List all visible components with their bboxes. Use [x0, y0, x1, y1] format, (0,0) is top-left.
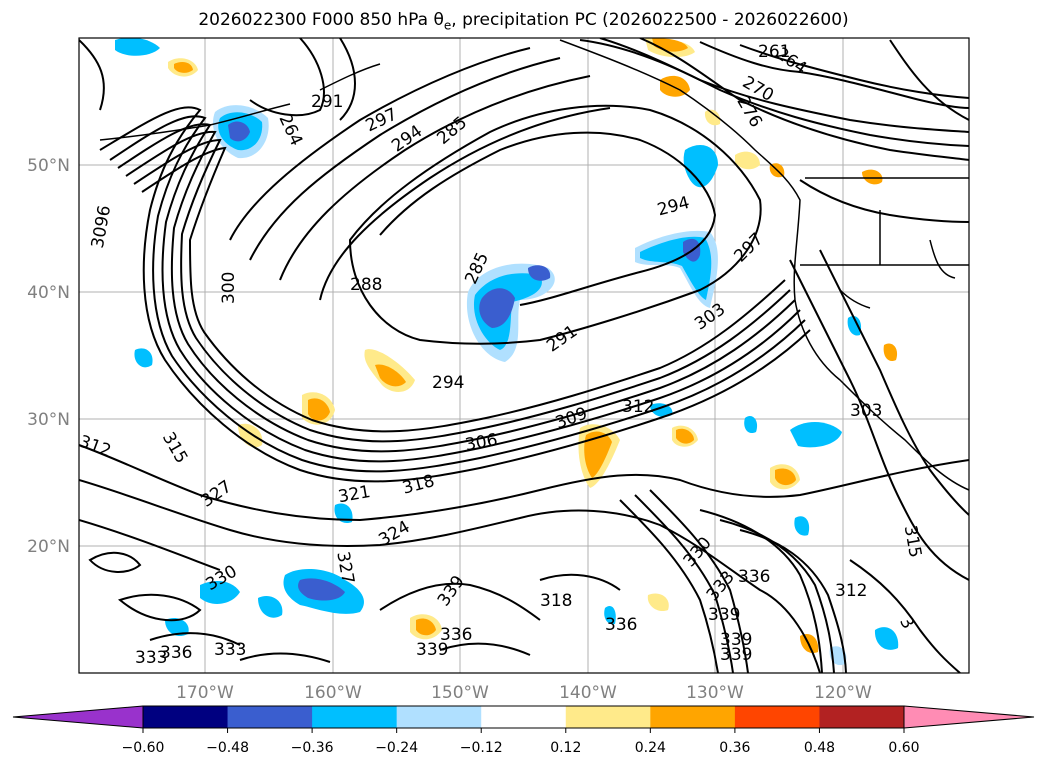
colorbar-cell — [565, 706, 651, 728]
precip-negative-areas — [115, 38, 899, 666]
colorbar-cell — [396, 706, 482, 728]
colorbar-tick-label: 0.60 — [888, 740, 919, 756]
contour-label: 303 — [850, 401, 882, 421]
colorbar-tick-label: 0.24 — [635, 740, 666, 756]
map-plot-area — [79, 38, 969, 673]
colorbar-cell — [481, 706, 567, 728]
colorbar-left-extension-outline — [12, 705, 144, 729]
map-frame — [78, 37, 970, 674]
colorbar-tick-label: 0.36 — [719, 740, 750, 756]
colorbar-cell — [143, 706, 229, 728]
contour-label: 333 — [214, 640, 246, 660]
lat-label-20n: 20°N — [27, 537, 70, 557]
colorbar-cell — [819, 706, 905, 728]
contour-label: 336 — [738, 567, 770, 587]
contour-label: 288 — [350, 275, 382, 295]
colorbar-tick-label: −0.60 — [122, 740, 165, 756]
colorbar-outline — [142, 705, 905, 729]
lat-label-40n: 40°N — [27, 283, 70, 303]
contour-label: 339 — [720, 630, 752, 650]
lon-label-170w: 170°W — [176, 683, 234, 703]
lon-label-130w: 130°W — [686, 683, 744, 703]
colorbar-right-extension — [904, 706, 1034, 728]
contour-label: 336 — [440, 625, 472, 645]
contour-label: 318 — [540, 591, 572, 611]
lon-label-150w: 150°W — [431, 683, 489, 703]
map-title: 2026022300 F000 850 hPa θe, precipitatio… — [198, 10, 849, 33]
contour-label: 312 — [835, 581, 867, 601]
colorbar-tick-label: −0.12 — [460, 740, 503, 756]
contour-label: 294 — [432, 373, 464, 393]
contour-label: 312 — [622, 397, 654, 417]
lat-label-50n: 50°N — [27, 156, 70, 176]
contour-label: 291 — [311, 92, 343, 112]
theta-e-contours — [79, 38, 969, 673]
lon-label-160w: 160°W — [304, 683, 362, 703]
colorbar-right-extension-outline — [903, 705, 1035, 729]
graticule — [79, 38, 969, 673]
contour-label: 336 — [605, 615, 637, 635]
colorbar-tick-label: −0.24 — [375, 740, 418, 756]
latitude-labels: 50°N 40°N 30°N 20°N — [27, 156, 70, 557]
contour-label: 336 — [160, 643, 192, 663]
colorbar-tick-label: 0.48 — [804, 740, 835, 756]
colorbar-left-extension — [13, 706, 143, 728]
contour-label: 333 — [135, 648, 167, 668]
colorbar-tick-label: −0.36 — [291, 740, 334, 756]
colorbar-cell — [734, 706, 820, 728]
lat-label-30n: 30°N — [27, 410, 70, 430]
coastlines — [99, 39, 969, 491]
lon-label-120w: 120°W — [814, 683, 872, 703]
contour-label: 261 — [758, 42, 790, 62]
colorbar-tick-label: 0.12 — [550, 740, 581, 756]
contour-label: 339 — [416, 640, 448, 660]
contour-label: 300 — [219, 272, 239, 304]
colorbar: −0.60 −0.48 −0.36 −0.24 −0.12 0.12 0.24 0.36 0.4… — [12, 705, 1035, 756]
contour-label: 339 — [720, 645, 752, 665]
lon-label-140w: 140°W — [559, 683, 617, 703]
colorbar-cell — [227, 706, 313, 728]
colorbar-tick-label: −0.48 — [206, 740, 249, 756]
colorbar-cell — [650, 706, 736, 728]
longitude-labels: 170°W 160°W 150°W 140°W 130°W 120°W — [176, 683, 872, 703]
contour-label: 339 — [708, 605, 740, 625]
colorbar-cell — [312, 706, 398, 728]
